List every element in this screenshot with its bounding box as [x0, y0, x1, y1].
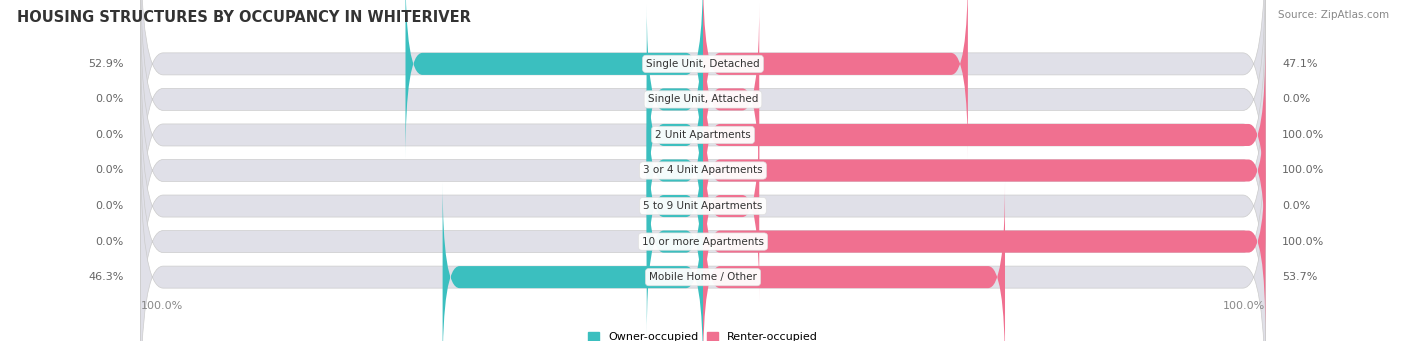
Text: Single Unit, Detached: Single Unit, Detached [647, 59, 759, 69]
Text: 0.0%: 0.0% [96, 130, 124, 140]
FancyBboxPatch shape [141, 0, 1265, 231]
Text: 52.9%: 52.9% [89, 59, 124, 69]
FancyBboxPatch shape [647, 4, 703, 195]
FancyBboxPatch shape [443, 181, 703, 341]
FancyBboxPatch shape [141, 0, 1265, 195]
FancyBboxPatch shape [647, 39, 703, 231]
Text: 100.0%: 100.0% [1223, 301, 1265, 311]
Legend: Owner-occupied, Renter-occupied: Owner-occupied, Renter-occupied [583, 328, 823, 341]
Text: 2 Unit Apartments: 2 Unit Apartments [655, 130, 751, 140]
Text: 0.0%: 0.0% [96, 237, 124, 247]
FancyBboxPatch shape [647, 75, 703, 266]
Text: 100.0%: 100.0% [1282, 237, 1324, 247]
Text: 3 or 4 Unit Apartments: 3 or 4 Unit Apartments [643, 165, 763, 176]
FancyBboxPatch shape [703, 110, 759, 302]
Text: 47.1%: 47.1% [1282, 59, 1317, 69]
FancyBboxPatch shape [647, 110, 703, 302]
Text: 0.0%: 0.0% [96, 94, 124, 104]
Text: 0.0%: 0.0% [96, 165, 124, 176]
Text: HOUSING STRUCTURES BY OCCUPANCY IN WHITERIVER: HOUSING STRUCTURES BY OCCUPANCY IN WHITE… [17, 10, 471, 25]
Text: 100.0%: 100.0% [141, 301, 183, 311]
FancyBboxPatch shape [141, 75, 1265, 337]
FancyBboxPatch shape [703, 0, 967, 160]
FancyBboxPatch shape [141, 110, 1265, 341]
FancyBboxPatch shape [703, 181, 1005, 341]
FancyBboxPatch shape [405, 0, 703, 160]
Text: 10 or more Apartments: 10 or more Apartments [643, 237, 763, 247]
Text: 0.0%: 0.0% [96, 201, 124, 211]
Text: 0.0%: 0.0% [1282, 201, 1310, 211]
Text: 100.0%: 100.0% [1282, 165, 1324, 176]
FancyBboxPatch shape [703, 146, 1265, 337]
Text: 46.3%: 46.3% [89, 272, 124, 282]
Text: 5 to 9 Unit Apartments: 5 to 9 Unit Apartments [644, 201, 762, 211]
FancyBboxPatch shape [141, 146, 1265, 341]
FancyBboxPatch shape [703, 4, 759, 195]
Text: 53.7%: 53.7% [1282, 272, 1317, 282]
FancyBboxPatch shape [647, 146, 703, 337]
Text: Mobile Home / Other: Mobile Home / Other [650, 272, 756, 282]
Text: Single Unit, Attached: Single Unit, Attached [648, 94, 758, 104]
Text: 0.0%: 0.0% [1282, 94, 1310, 104]
Text: 100.0%: 100.0% [1282, 130, 1324, 140]
FancyBboxPatch shape [141, 39, 1265, 302]
FancyBboxPatch shape [703, 39, 1265, 231]
FancyBboxPatch shape [141, 4, 1265, 266]
FancyBboxPatch shape [703, 75, 1265, 266]
Text: Source: ZipAtlas.com: Source: ZipAtlas.com [1278, 10, 1389, 20]
